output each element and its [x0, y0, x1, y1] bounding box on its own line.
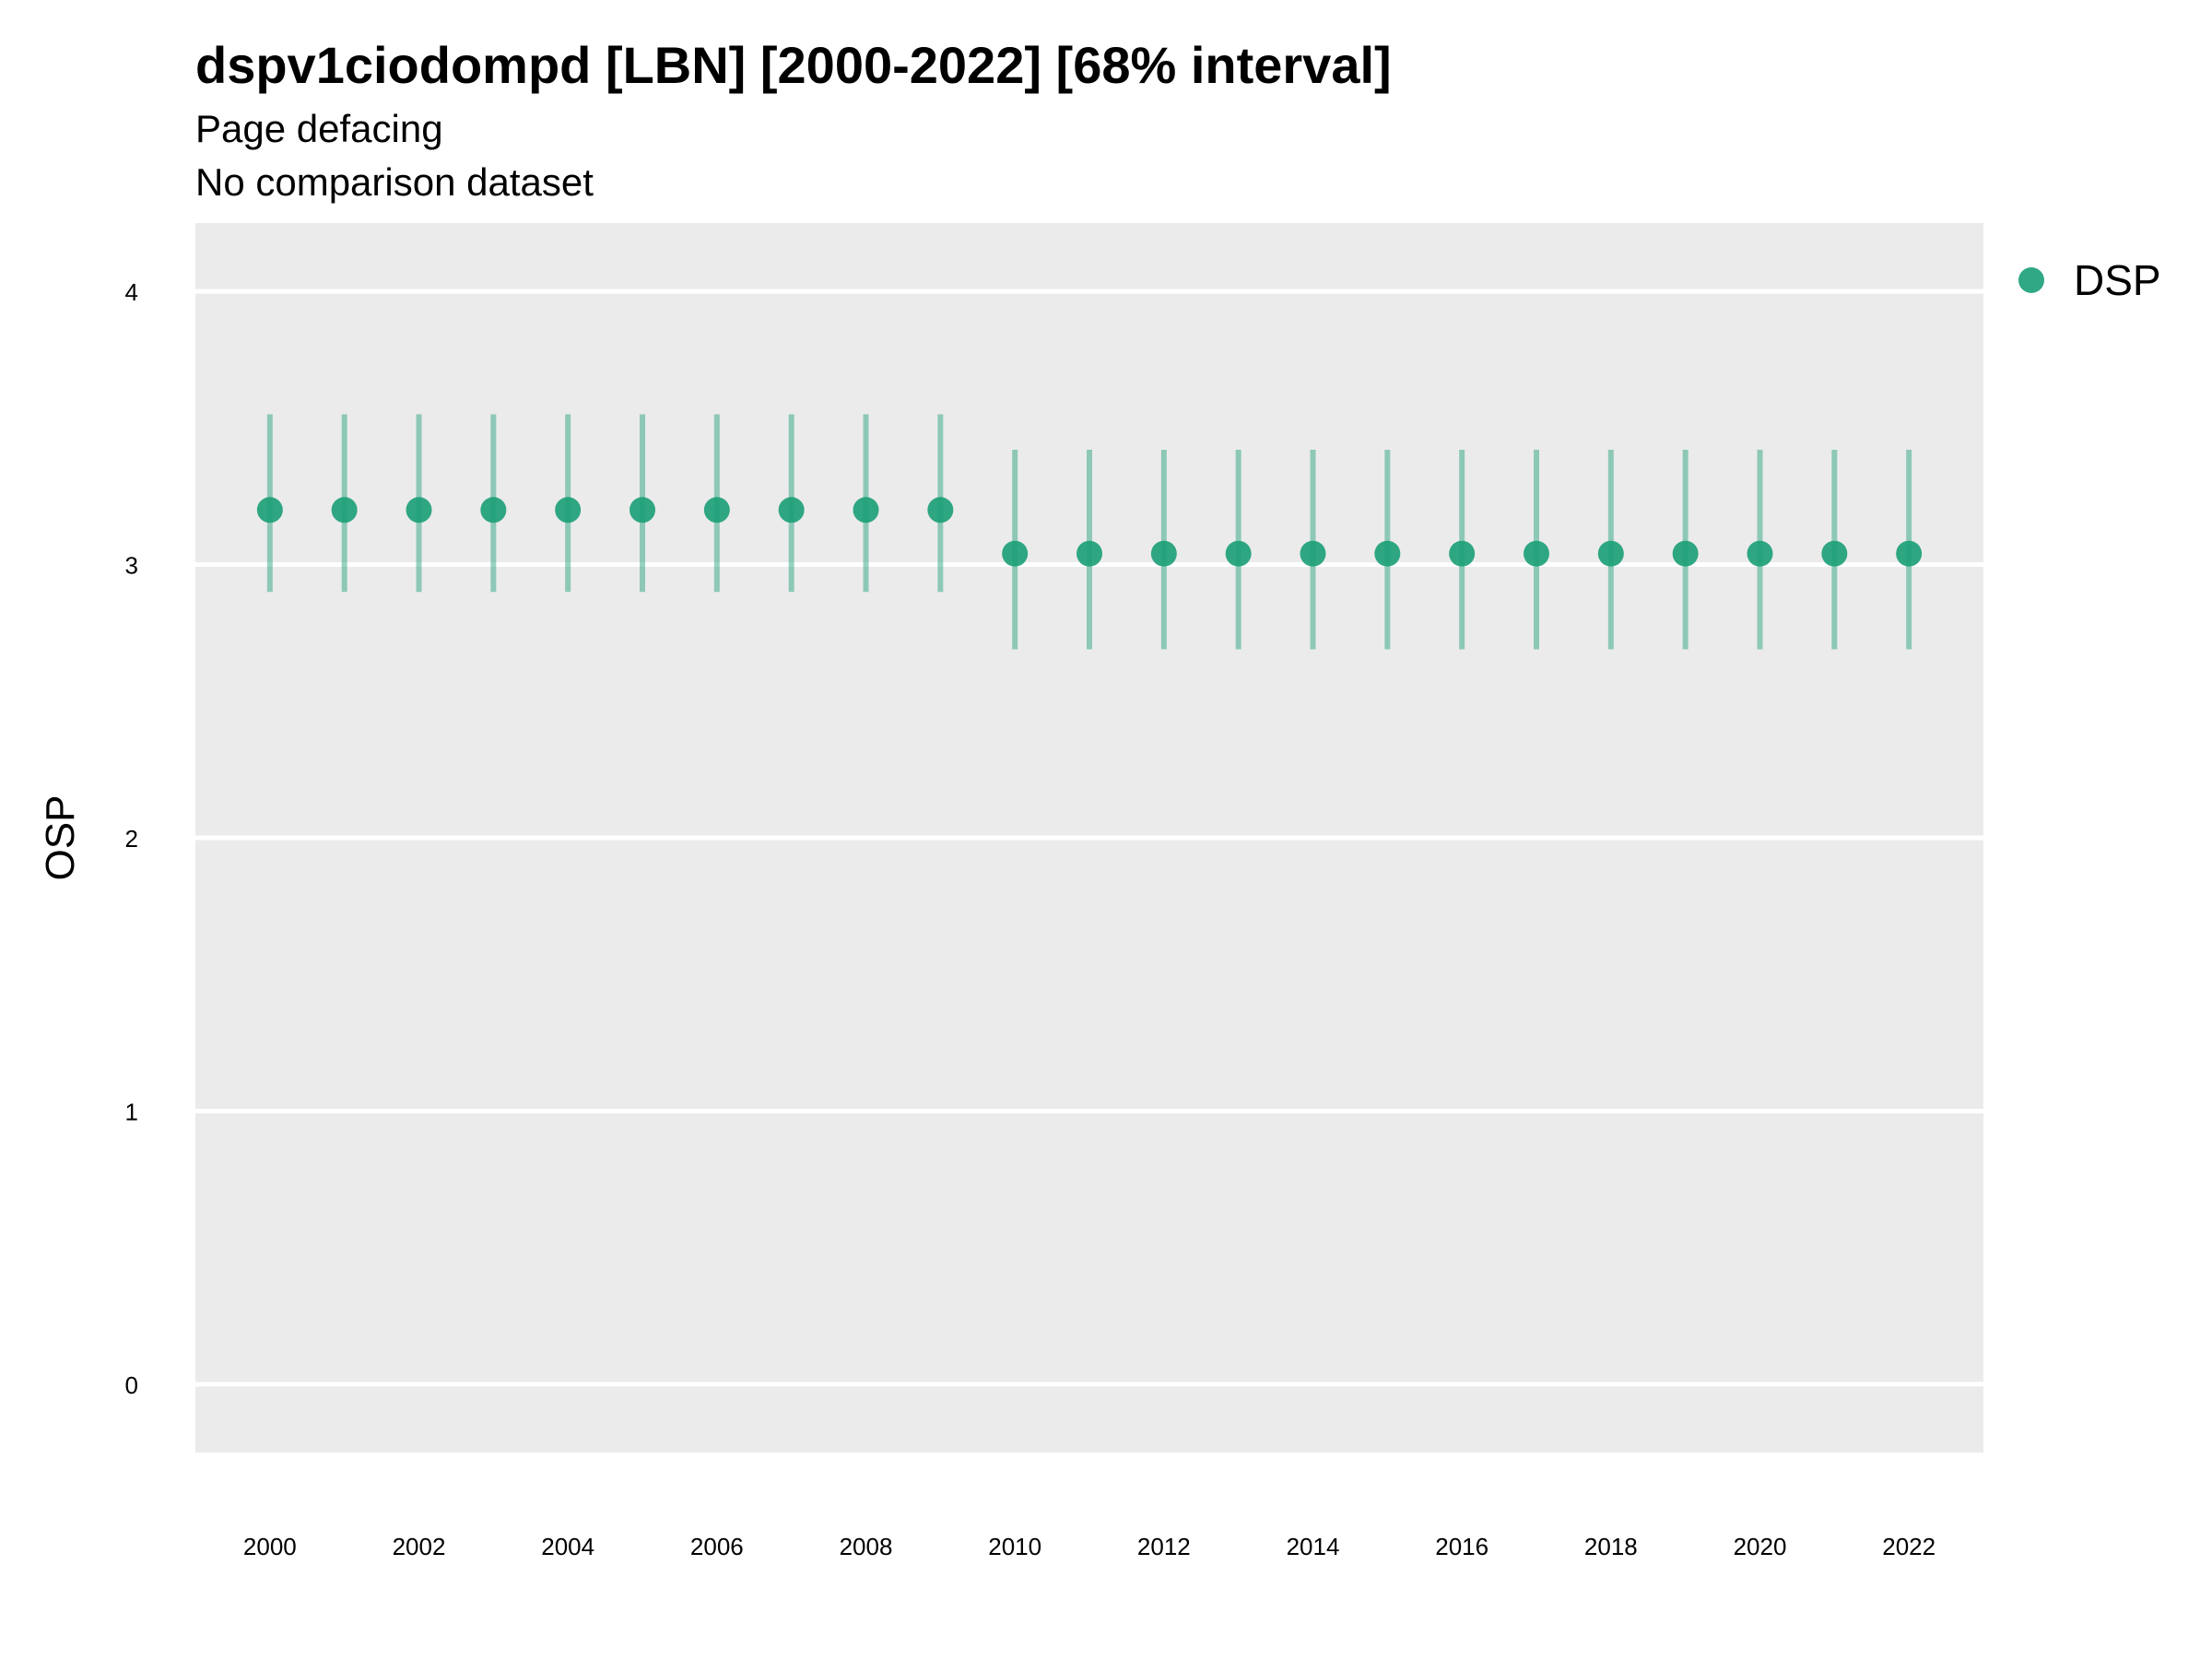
- data-point: [1002, 540, 1029, 567]
- legend-label: DSP: [2074, 256, 2161, 304]
- y-axis-label: OSP: [38, 795, 83, 881]
- x-tick-label: 2018: [1584, 1533, 1638, 1560]
- legend: DSP: [2018, 256, 2161, 304]
- axis-ticks: 0 1 2 3 4 2000 2002 2004 2006 2008 2010 2012 2014 201…: [125, 278, 1936, 1560]
- x-tick-label: 2010: [988, 1533, 1041, 1560]
- x-tick-label: 2016: [1435, 1533, 1488, 1560]
- y-tick-label: 2: [125, 825, 138, 853]
- x-tick-label: 2000: [243, 1533, 297, 1560]
- data-point: [406, 497, 432, 524]
- data-point: [1449, 540, 1476, 567]
- x-tick-label: 2002: [393, 1533, 446, 1560]
- y-tick-label: 0: [125, 1371, 138, 1399]
- data-point: [778, 497, 805, 524]
- data-point: [331, 497, 358, 524]
- x-tick-label: 2008: [840, 1533, 893, 1560]
- data-point: [1300, 540, 1326, 567]
- data-point: [629, 497, 655, 524]
- y-tick-label: 1: [125, 1098, 138, 1125]
- data-point: [1225, 540, 1252, 567]
- data-point: [853, 497, 879, 524]
- data-marks: [256, 414, 1923, 650]
- data-point: [480, 497, 507, 524]
- chart-title: dspv1ciodompd [LBN] [2000-2022] [68% int…: [195, 36, 1392, 94]
- legend-key: [2018, 267, 2044, 293]
- chart-subtitle: Page defacing: [195, 107, 443, 150]
- x-tick-label: 2006: [690, 1533, 744, 1560]
- data-point: [703, 497, 730, 524]
- data-point: [1896, 540, 1923, 567]
- x-tick-label: 2012: [1137, 1533, 1191, 1560]
- chart-subtitle-secondary: No comparison dataset: [195, 160, 594, 204]
- data-point: [1077, 540, 1102, 567]
- x-tick-label: 2004: [541, 1533, 594, 1560]
- y-tick-label: 4: [125, 278, 138, 306]
- data-point: [1597, 540, 1624, 567]
- data-point: [256, 497, 283, 524]
- data-point: [1150, 540, 1177, 567]
- x-tick-label: 2014: [1287, 1533, 1340, 1560]
- x-tick-label: 2022: [1882, 1533, 1936, 1560]
- data-point: [1374, 540, 1401, 567]
- data-point: [1672, 540, 1699, 567]
- data-point: [927, 497, 954, 524]
- x-tick-label: 2020: [1734, 1533, 1787, 1560]
- data-point: [1821, 540, 1848, 567]
- data-point: [555, 497, 582, 524]
- y-tick-label: 3: [125, 552, 138, 580]
- data-point: [1747, 540, 1773, 567]
- data-point: [1524, 540, 1549, 567]
